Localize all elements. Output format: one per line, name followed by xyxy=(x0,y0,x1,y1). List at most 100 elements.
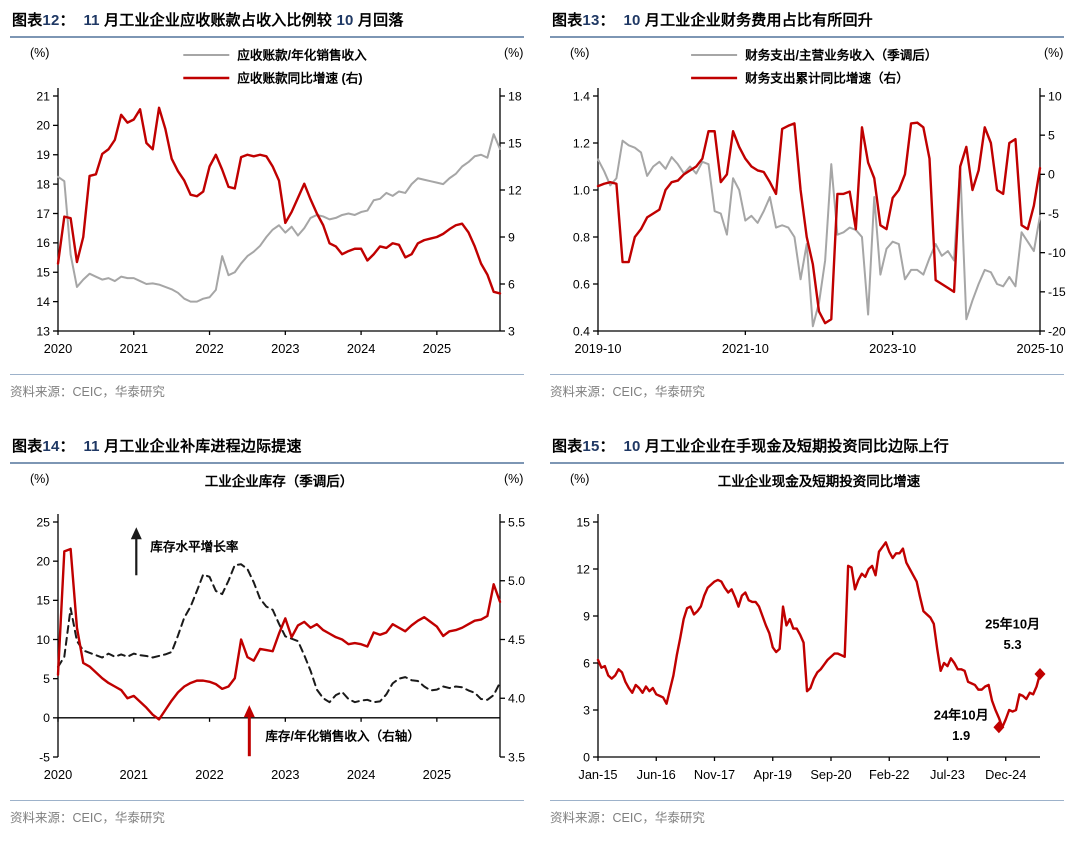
figure-15-source-note: 资料来源：CEIC，华泰研究 xyxy=(550,810,705,825)
svg-text:2023: 2023 xyxy=(271,767,299,782)
svg-text:2020: 2020 xyxy=(44,341,72,356)
title-number: 15 xyxy=(582,438,600,455)
figure-15-source-rule xyxy=(550,799,1064,801)
svg-text:4.0: 4.0 xyxy=(508,691,525,705)
svg-text:-20: -20 xyxy=(1048,324,1066,338)
svg-text:5.0: 5.0 xyxy=(508,574,525,588)
title-number: 11 xyxy=(83,438,100,455)
svg-text:1.9: 1.9 xyxy=(952,728,970,743)
svg-text:9: 9 xyxy=(508,230,515,244)
svg-text:9: 9 xyxy=(583,609,590,623)
data-point-diamond-marker xyxy=(993,720,1005,733)
series-inventory-to-sales-line xyxy=(56,547,502,721)
figure-15-panel: 图表15： 10 月工业企业在手现金及短期投资同比边际上行 0 3 6 9 12 15 Ja… xyxy=(540,426,1080,852)
svg-text:Dec-24: Dec-24 xyxy=(985,767,1026,782)
legend-label-receivables-to-sales-line: 应收账款/年化销售收入 xyxy=(237,47,367,62)
svg-text:2019-10: 2019-10 xyxy=(575,341,622,356)
svg-text:18: 18 xyxy=(508,89,522,103)
annotation-label-0: 25年10月 5.3 xyxy=(985,616,1040,651)
figure-14-panel: 图表14： 11 月工业企业补库进程边际提速 -5 0 5 10 15 20 25 3.5 4.… xyxy=(0,426,540,852)
svg-text:16: 16 xyxy=(36,236,50,250)
title-number: 14 xyxy=(42,438,60,455)
svg-text:19: 19 xyxy=(36,148,50,162)
svg-text:2024: 2024 xyxy=(347,767,375,782)
annotation-marker-2 xyxy=(993,720,1005,733)
legend-label-finance-expense-ratio-line: 财务支出/主营业务收入（季调后） xyxy=(744,47,937,62)
svg-text:Feb-22: Feb-22 xyxy=(869,767,910,782)
figure-12-title-rule xyxy=(10,35,524,38)
svg-text:21: 21 xyxy=(36,89,50,103)
right-axis-unit: (%) xyxy=(1044,46,1063,60)
svg-text:10: 10 xyxy=(1048,89,1062,103)
svg-text:0: 0 xyxy=(1048,167,1055,181)
svg-text:6: 6 xyxy=(508,277,515,291)
svg-text:25年10月: 25年10月 xyxy=(985,616,1040,631)
svg-text:3: 3 xyxy=(508,324,515,338)
figure-13-chart: 0.4 0.6 0.8 1.0 1.2 1.4 -20 -15 -10 -5 0 5 10 2019-10… xyxy=(570,46,1066,356)
svg-text:0.6: 0.6 xyxy=(573,277,590,291)
figure-15-title-rule xyxy=(550,461,1064,464)
svg-text:5.3: 5.3 xyxy=(1004,637,1022,652)
title-number: 13 xyxy=(582,12,600,29)
right-axis: 3.5 4.0 4.5 5.0 5.5 xyxy=(499,513,525,764)
svg-text:2023: 2023 xyxy=(271,341,299,356)
figure-14-source-rule xyxy=(10,799,524,801)
chart-inner-title: 工业企业现金及短期投资同比增速 xyxy=(718,473,921,489)
annotation-arrow-1: 库存/年化销售收入（右轴） xyxy=(243,704,420,756)
svg-text:Nov-17: Nov-17 xyxy=(694,767,735,782)
figure-14-source-note: 资料来源：CEIC，华泰研究 xyxy=(10,810,165,825)
left-axis-unit: (%) xyxy=(30,46,49,60)
title-number: 10 xyxy=(336,12,354,29)
svg-text:15: 15 xyxy=(576,515,590,529)
left-axis: 13 14 15 16 17 18 19 20 21 xyxy=(36,87,59,338)
svg-text:Jan-15: Jan-15 xyxy=(578,767,617,782)
svg-text:0: 0 xyxy=(43,711,50,725)
figure-15-title: 图表15： 10 月工业企业在手现金及短期投资同比边际上行 xyxy=(552,438,949,455)
svg-text:库存/年化销售收入（右轴）: 库存/年化销售收入（右轴） xyxy=(265,728,420,743)
svg-text:2023-10: 2023-10 xyxy=(869,341,916,356)
svg-text:库存水平增长率: 库存水平增长率 xyxy=(150,539,239,554)
series-inventory-growth-line xyxy=(57,563,501,703)
left-axis: -5 0 5 10 15 20 25 xyxy=(36,513,59,764)
annotation-arrow-0: 库存水平增长率 xyxy=(130,527,239,576)
figure-13-panel: 图表13： 10 月工业企业财务费用占比有所回升 0.4 0.6 0.8 1.0 1.2… xyxy=(540,0,1080,426)
x-axis: 2020 2021 2022 2023 2024 2025 xyxy=(44,330,500,356)
left-axis-unit: (%) xyxy=(30,472,49,486)
svg-text:13: 13 xyxy=(36,324,50,338)
svg-text:-5: -5 xyxy=(39,750,50,764)
svg-text:0: 0 xyxy=(583,750,590,764)
x-axis: 2020 2021 2022 2023 2024 2025 xyxy=(44,716,500,782)
svg-text:5: 5 xyxy=(43,672,50,686)
title-number: 11 xyxy=(83,12,100,29)
svg-text:0.4: 0.4 xyxy=(573,324,590,338)
figure-12-panel: 图表12： 11 月工业企业应收账款占收入比例较 10 月回落 13 14 15 16… xyxy=(0,0,540,426)
svg-text:4.5: 4.5 xyxy=(508,633,525,647)
title-number: 10 xyxy=(623,12,641,29)
svg-text:12: 12 xyxy=(576,562,590,576)
svg-text:14: 14 xyxy=(36,295,50,309)
annotation-marker-3 xyxy=(1034,667,1046,680)
svg-text:Jul-23: Jul-23 xyxy=(930,767,965,782)
title-number: 10 xyxy=(623,438,641,455)
figure-13-source-rule xyxy=(550,373,1064,375)
svg-text:2024: 2024 xyxy=(347,341,375,356)
svg-text:15: 15 xyxy=(508,136,522,150)
figure-15-chart: 0 3 6 9 12 15 Jan-15 Jun-16 Nov-17 Apr-19 Sep-20 Fe… xyxy=(570,472,1046,782)
figure-13-title: 图表13： 10 月工业企业财务费用占比有所回升 xyxy=(552,12,873,29)
svg-text:10: 10 xyxy=(36,633,50,647)
chart-inner-title: 工业企业库存（季调后） xyxy=(205,473,354,489)
right-axis-unit: (%) xyxy=(504,472,523,486)
annotation-label-1: 24年10月 1.9 xyxy=(934,707,989,742)
figure-14-title-rule xyxy=(10,461,524,464)
svg-text:-10: -10 xyxy=(1048,246,1066,260)
svg-text:2025: 2025 xyxy=(423,341,451,356)
svg-text:3: 3 xyxy=(583,703,590,717)
legend-label-receivables-yoy-line: 应收账款同比增速 (右) xyxy=(237,70,362,85)
svg-text:-5: -5 xyxy=(1048,207,1059,221)
figure-14-title: 图表14： 11 月工业企业补库进程边际提速 xyxy=(12,438,302,455)
left-axis: 0.4 0.6 0.8 1.0 1.2 1.4 xyxy=(573,87,599,338)
right-axis: 3 6 9 12 15 18 xyxy=(499,87,522,338)
svg-text:2025-10: 2025-10 xyxy=(1017,341,1064,356)
